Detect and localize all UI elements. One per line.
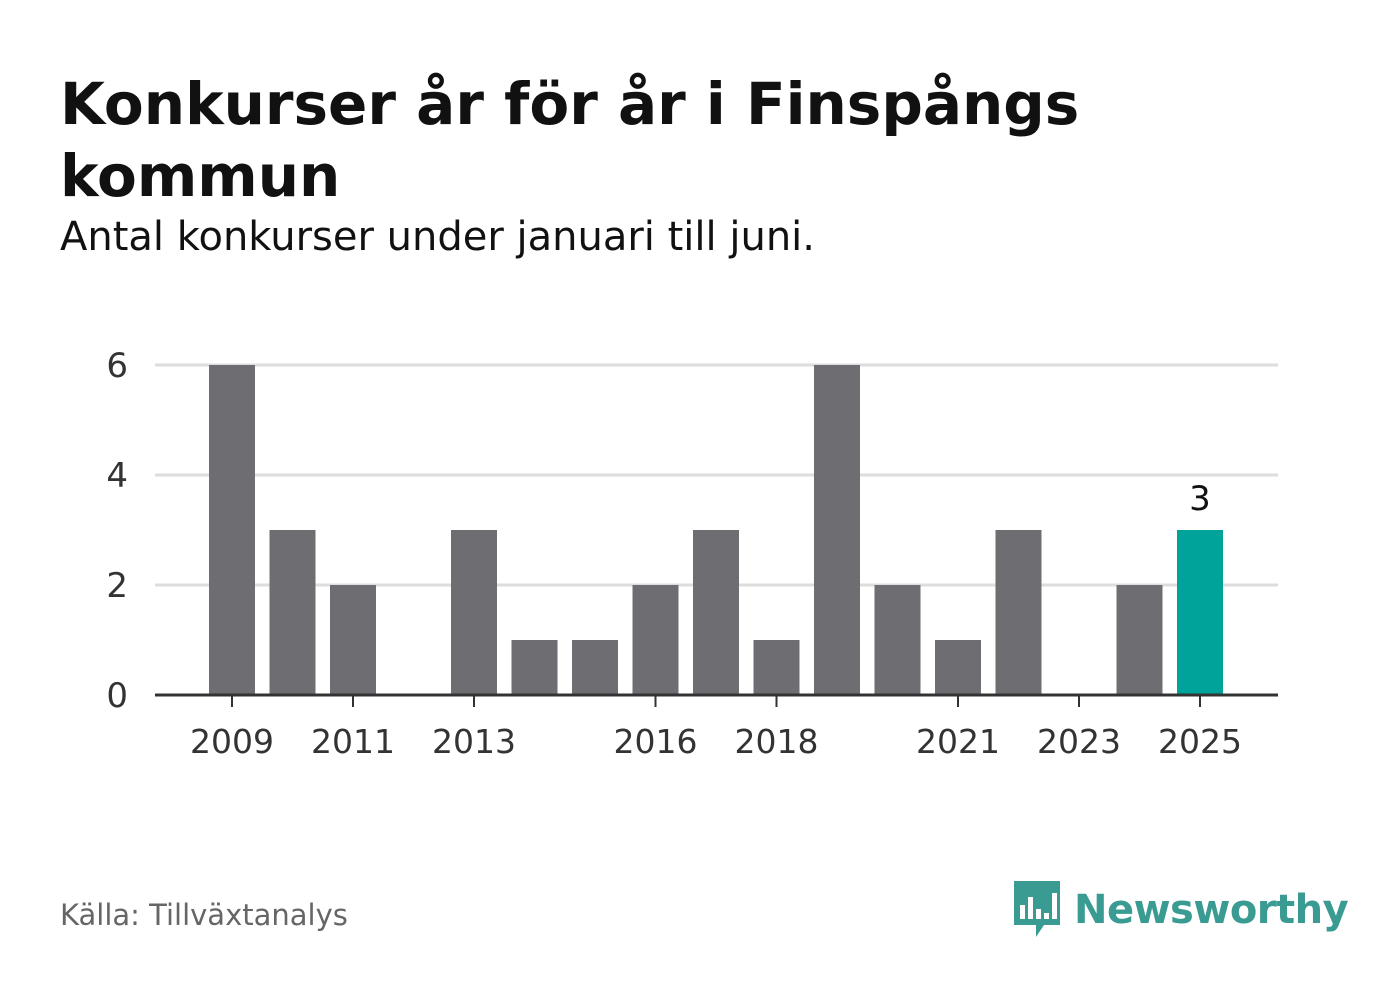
bar-2017 (693, 530, 739, 695)
y-tick-label: 0 (106, 676, 128, 716)
bar-2014 (511, 640, 558, 695)
bar-2018 (753, 640, 800, 695)
x-tick-label-2016: 2016 (614, 722, 698, 761)
newsworthy-logo: Newsworthy (1012, 878, 1349, 942)
x-tick-label-2011: 2011 (311, 722, 395, 761)
bar-2025 (1177, 530, 1223, 695)
y-tick-label: 6 (106, 346, 128, 386)
x-tick-label-2009: 2009 (190, 722, 274, 761)
data-label-2025: 3 (1189, 479, 1211, 519)
x-tick-label-2013: 2013 (432, 722, 516, 761)
logo-text: Newsworthy (1074, 887, 1349, 933)
chart-subtitle: Antal konkurser under januari till juni. (60, 214, 815, 260)
x-tick-label-2023: 2023 (1037, 722, 1121, 761)
bar-2010 (269, 530, 316, 695)
bar-2024 (1116, 585, 1163, 695)
x-tick-label-2018: 2018 (735, 722, 819, 761)
bar-2020 (874, 585, 921, 695)
bar-2016 (632, 585, 679, 695)
x-tick-label-2025: 2025 (1158, 722, 1242, 761)
source-note: Källa: Tillväxtanalys (60, 898, 348, 932)
y-tick-label: 4 (106, 456, 128, 496)
bar-2019 (814, 365, 860, 695)
bar-2013 (451, 530, 497, 695)
bar-2015 (572, 640, 618, 695)
y-tick-label: 2 (106, 566, 128, 606)
x-tick-label-2021: 2021 (916, 722, 1000, 761)
bar-2022 (995, 530, 1042, 695)
bar-2021 (935, 640, 981, 695)
chart-title: Konkurser år för år i Finspångs kommun (60, 70, 1080, 210)
bar-2009 (209, 365, 255, 695)
bar-chart-speech-bubble-icon (1014, 881, 1060, 937)
bar-2011 (330, 585, 376, 695)
